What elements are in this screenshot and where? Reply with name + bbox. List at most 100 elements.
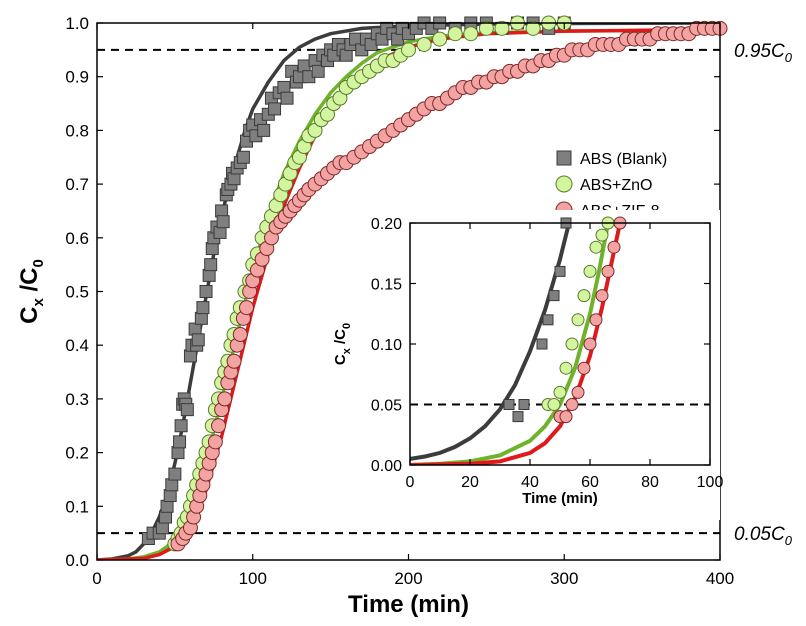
inset-data-point: [559, 410, 573, 424]
data-point: [280, 91, 294, 105]
legend-label: ABS (Blank): [580, 151, 667, 168]
data-point: [188, 322, 202, 336]
data-point: [217, 391, 233, 407]
data-point: [205, 242, 219, 256]
inset-data-point: [559, 361, 573, 375]
y-tick-label: 0.4: [65, 336, 89, 355]
data-point: [375, 32, 389, 46]
inset-x-tick-label: 0: [406, 474, 415, 491]
inset-y-tick-label: 0.15: [371, 277, 402, 294]
inset-data-point: [547, 398, 561, 411]
data-point: [163, 489, 177, 503]
inset-fit-curve-0: [410, 223, 571, 461]
inset-data-point: [553, 385, 567, 399]
inset-data-point: [583, 264, 597, 278]
data-point: [463, 26, 479, 42]
x-tick-label: 100: [239, 569, 267, 588]
data-point: [191, 333, 205, 347]
data-point: [232, 326, 248, 342]
y-tick-label: 0.5: [65, 283, 89, 302]
data-point: [297, 59, 311, 73]
data-point: [311, 64, 325, 78]
data-point: [215, 204, 229, 218]
inset-data-point: [577, 289, 591, 303]
inset-data-point: [518, 399, 530, 410]
data-point: [173, 435, 187, 449]
inset-data-point: [512, 411, 524, 423]
data-point: [202, 268, 216, 282]
data-point: [391, 32, 405, 46]
data-point: [239, 300, 255, 316]
inset-y-tick-label: 0.00: [371, 458, 402, 475]
x-tick-label: 200: [394, 569, 422, 588]
inset-x-tick-label: 100: [697, 474, 724, 491]
inset-data-point: [601, 264, 615, 278]
data-point: [160, 499, 174, 513]
inset-data-point: [571, 313, 585, 327]
data-point: [204, 258, 218, 272]
inset-data-point: [565, 337, 579, 351]
data-point: [213, 225, 227, 239]
inset-data-point: [554, 265, 566, 277]
data-point: [227, 172, 241, 186]
inset-data-point: [542, 314, 554, 326]
y-tick-label: 0.1: [65, 497, 89, 516]
y-tick-label: 0.3: [65, 390, 89, 409]
data-point: [478, 20, 494, 36]
data-point: [171, 446, 185, 460]
inset-y-axis-title: Cx /C0: [332, 323, 353, 365]
data-point: [155, 521, 169, 535]
y-tick-label: 0.6: [65, 229, 89, 248]
inset-data-point: [589, 240, 603, 254]
inset-x-tick-label: 80: [641, 474, 659, 491]
data-point: [494, 20, 510, 36]
inset-data-point: [577, 361, 591, 375]
legend-marker: [555, 175, 573, 193]
data-point: [216, 215, 230, 229]
y-tick-label: 0.2: [65, 444, 89, 463]
data-point: [257, 123, 271, 137]
inset-data-point: [536, 338, 548, 350]
data-point: [180, 403, 194, 417]
data-point: [199, 285, 213, 298]
reference-line-label: 0.95C0: [734, 41, 793, 65]
y-tick-label: 0.8: [65, 121, 89, 140]
y-axis-title: Cx /C0: [16, 259, 47, 324]
data-point: [416, 36, 432, 52]
inset-data-point: [571, 385, 585, 399]
data-point: [339, 48, 353, 62]
inset-plot: 0 20 40 60 80 100 0.00 0.05 0.10 0.15 0.20 Time (mi…: [330, 210, 723, 520]
data-point: [168, 467, 182, 481]
inset-y-tick-label: 0.20: [371, 216, 402, 233]
data-point: [277, 80, 291, 94]
data-point: [226, 353, 242, 369]
inset-y-tick-label: 0.05: [371, 398, 402, 415]
y-tick-label: 0.7: [65, 175, 89, 194]
inset-x-tick-label: 20: [461, 474, 479, 491]
x-tick-label: 300: [550, 569, 578, 588]
reference-line-label: 0.05C0: [734, 524, 793, 548]
data-point: [194, 311, 208, 325]
legend-marker: [556, 150, 572, 166]
inset-data-point: [548, 290, 560, 302]
data-point: [210, 418, 226, 434]
data-point: [236, 150, 250, 164]
y-tick-label: 0.0: [65, 551, 89, 570]
data-point: [196, 301, 210, 315]
inset-x-tick-label: 40: [521, 474, 539, 491]
data-point: [268, 102, 282, 116]
inset-x-axis-title: Time (min): [522, 490, 598, 507]
inset-data-point: [607, 240, 621, 254]
data-point: [165, 478, 179, 492]
x-axis-title: Time (min): [348, 591, 469, 618]
inset-data-point: [565, 398, 579, 411]
inset-y-tick-label: 0.10: [371, 337, 402, 354]
y-tick-label: 1.0: [65, 14, 89, 33]
inset-data-point: [595, 228, 609, 242]
data-point: [349, 32, 363, 46]
data-point: [401, 42, 416, 58]
data-point: [525, 20, 541, 36]
inset-data-point: [589, 313, 603, 327]
inset-x-tick-label: 60: [581, 474, 599, 491]
inset-data-point: [503, 399, 515, 410]
